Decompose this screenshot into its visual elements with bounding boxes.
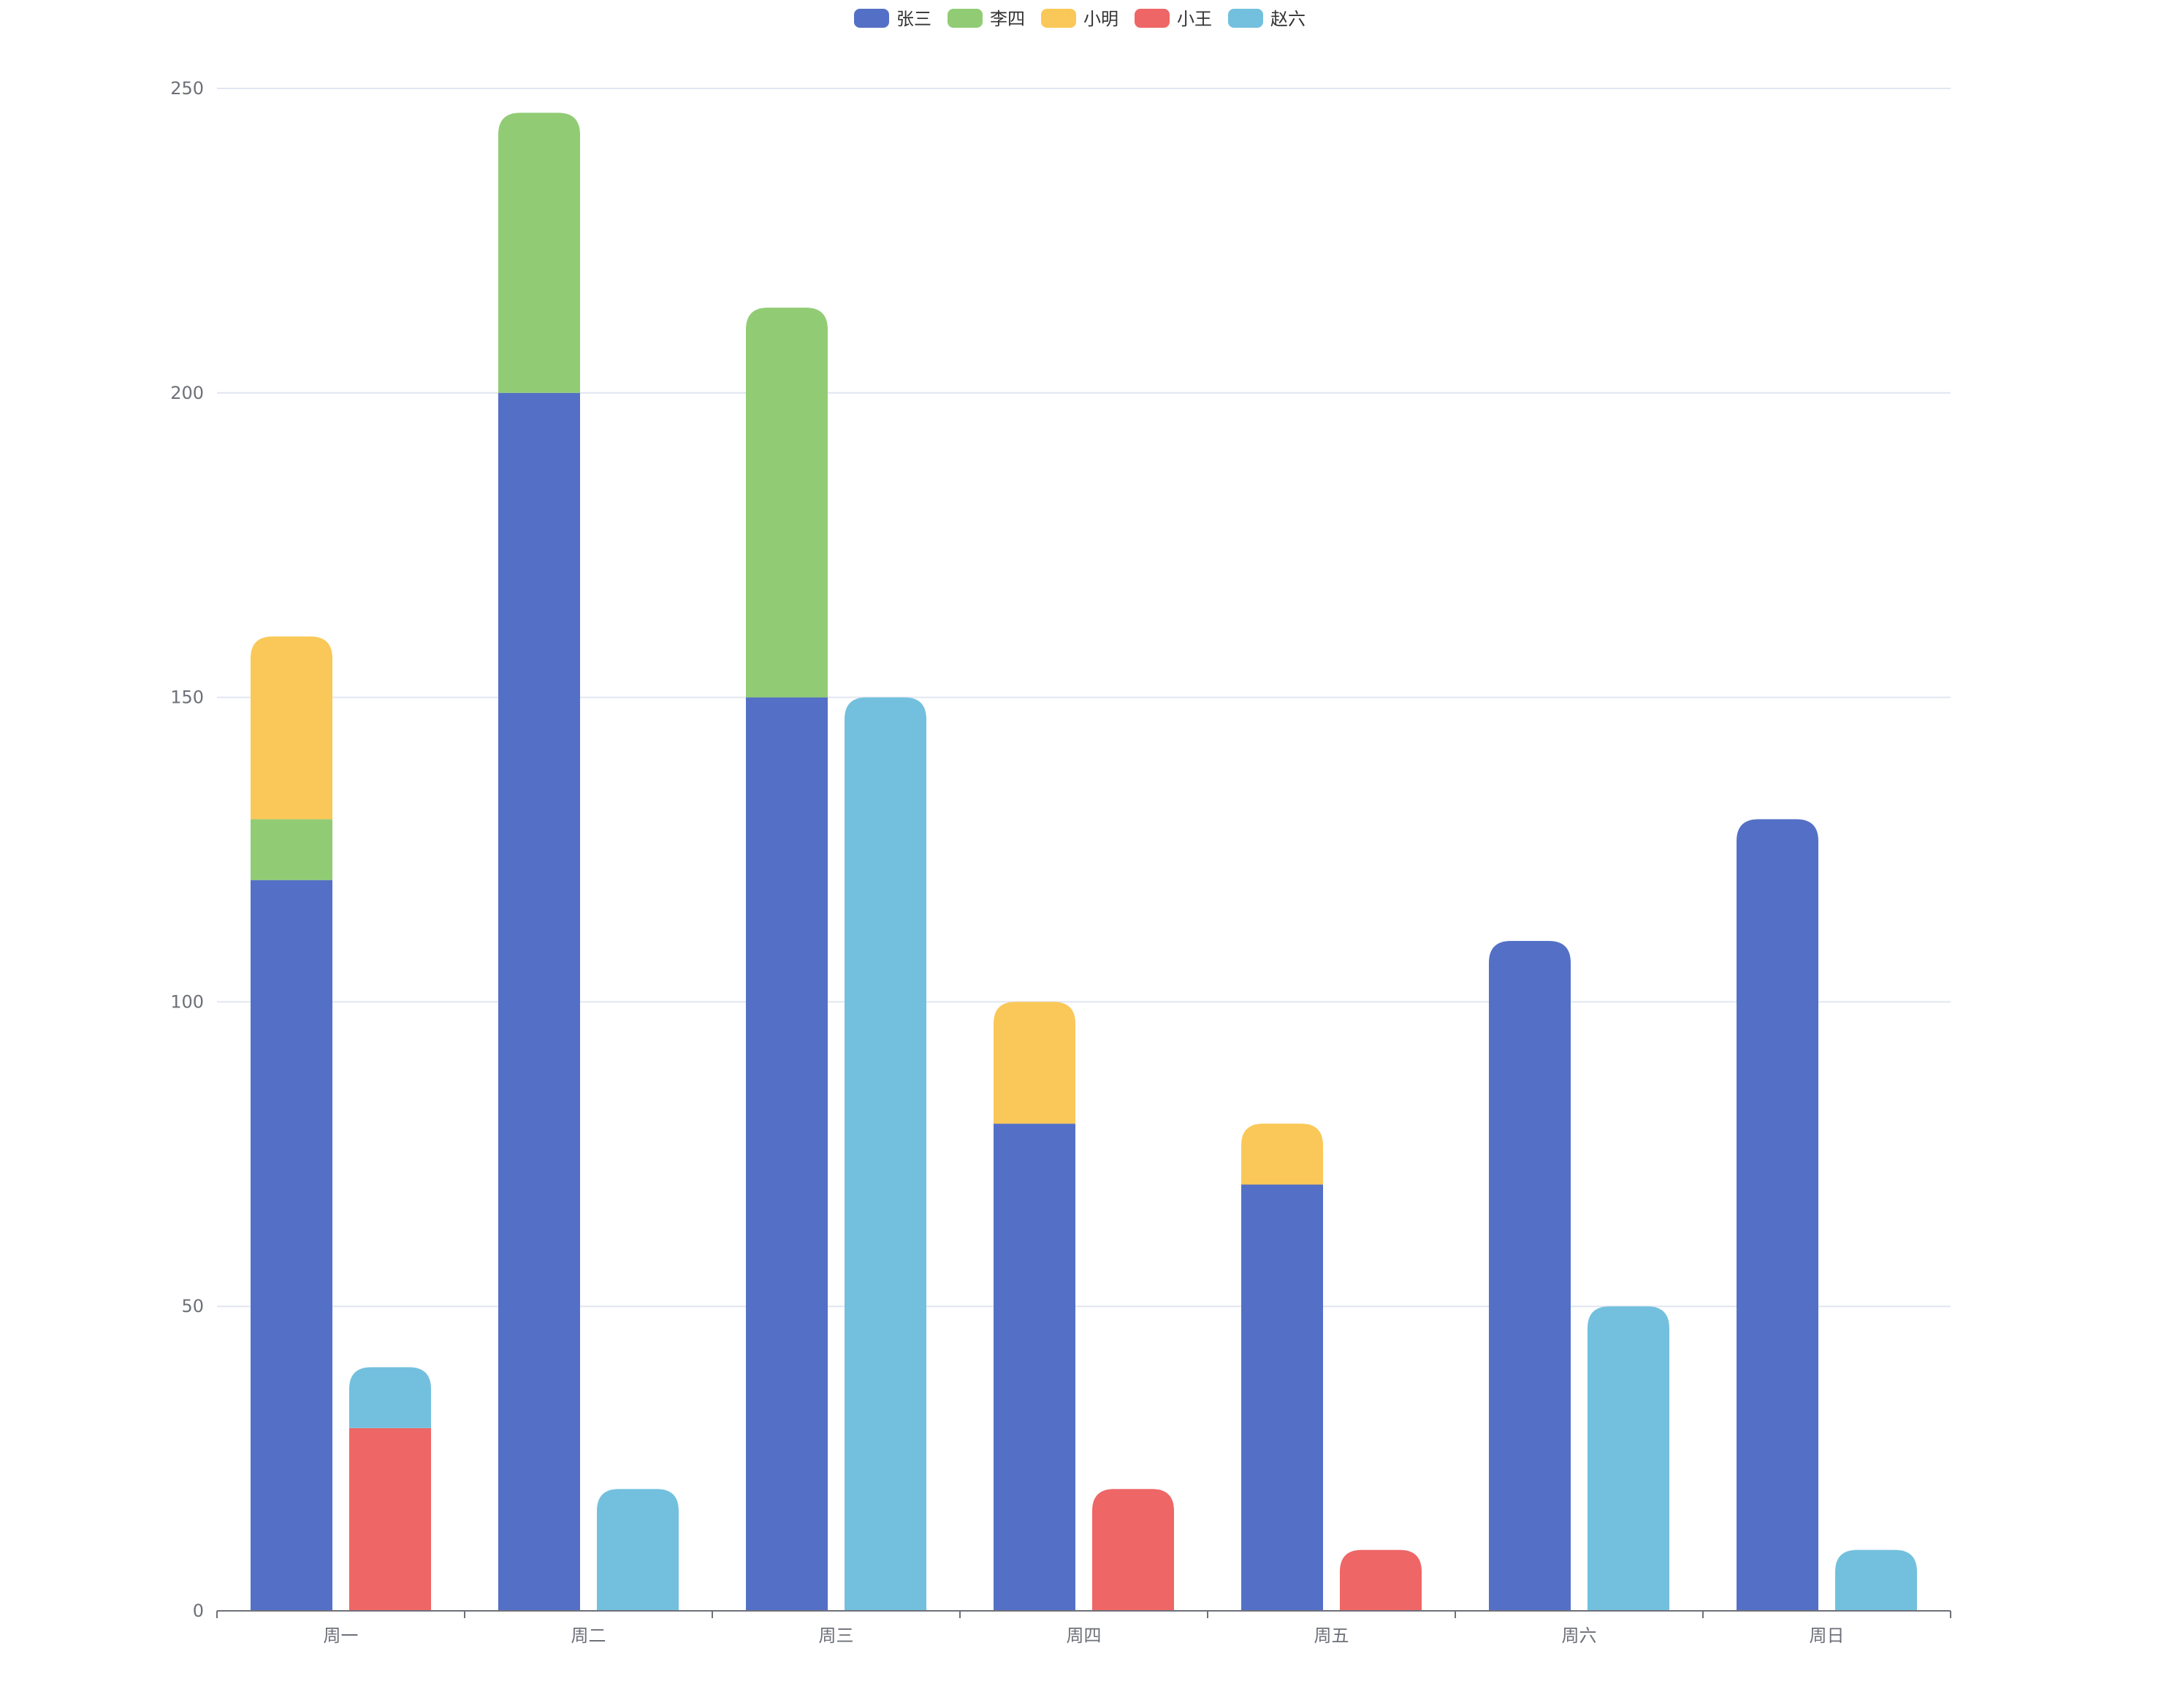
grid-lines <box>217 88 1951 1308</box>
bar-张三-周一[interactable] <box>251 880 332 1611</box>
legend-label-赵六[interactable]: 赵六 <box>1270 9 1306 29</box>
legend[interactable]: 张三 李四 小明 小王 赵六 <box>854 9 1306 29</box>
legend-swatch-赵六[interactable] <box>1228 9 1263 28</box>
bar-赵六-周日[interactable] <box>1835 1549 1917 1611</box>
bar-张三-周二[interactable] <box>498 392 580 1611</box>
bar-小明-周一[interactable] <box>251 636 332 820</box>
bar-张三-周三[interactable] <box>746 697 828 1611</box>
legend-swatch-李四[interactable] <box>948 9 983 28</box>
bar-李四-周二[interactable] <box>498 113 580 393</box>
bar-李四-周三[interactable] <box>746 308 828 698</box>
legend-label-李四[interactable]: 李四 <box>990 9 1025 29</box>
legend-swatch-小明[interactable] <box>1041 9 1076 28</box>
x-tick-label: 周四 <box>1067 1625 1102 1646</box>
x-tick-label: 周日 <box>1810 1625 1845 1646</box>
y-tick-label: 100 <box>170 991 204 1012</box>
axes: 0 50 100 150 200 250 周一 周二 周三 周四 周五 周六 周日 <box>170 78 1951 1646</box>
bar-赵六-周二[interactable] <box>597 1489 679 1611</box>
x-tick-label: 周一 <box>324 1625 359 1646</box>
legend-label-小明[interactable]: 小明 <box>1083 9 1118 29</box>
bar-张三-周六[interactable] <box>1489 941 1571 1611</box>
x-tick-label: 周三 <box>819 1625 854 1646</box>
bar-小明-周五[interactable] <box>1241 1124 1323 1185</box>
bar-小王-周四[interactable] <box>1092 1489 1174 1611</box>
bar-小王-周一[interactable] <box>349 1427 431 1611</box>
bar-张三-周日[interactable] <box>1737 819 1818 1611</box>
bar-小明-周四[interactable] <box>994 1002 1075 1124</box>
bar-张三-周五[interactable] <box>1241 1184 1323 1611</box>
bar-李四-周一[interactable] <box>251 819 332 880</box>
x-tick-label: 周二 <box>571 1625 606 1646</box>
y-tick-label: 150 <box>170 687 204 708</box>
bar-张三-周四[interactable] <box>994 1124 1075 1611</box>
y-tick-label: 50 <box>181 1296 204 1316</box>
bars <box>251 113 1917 1611</box>
legend-swatch-小王[interactable] <box>1135 9 1170 28</box>
bar-赵六-周三[interactable] <box>845 697 926 1611</box>
bar-赵六-周一[interactable] <box>349 1367 431 1428</box>
x-tick-label: 周六 <box>1562 1625 1597 1646</box>
bar-赵六-周六[interactable] <box>1588 1306 1669 1611</box>
y-tick-label: 250 <box>170 78 204 99</box>
legend-label-张三[interactable]: 张三 <box>896 9 931 29</box>
y-tick-label: 0 <box>193 1601 204 1621</box>
y-tick-label: 200 <box>170 383 204 403</box>
legend-label-小王[interactable]: 小王 <box>1177 9 1212 29</box>
bar-小王-周五[interactable] <box>1340 1549 1422 1611</box>
legend-swatch-张三[interactable] <box>854 9 889 28</box>
x-tick-label: 周五 <box>1314 1625 1349 1646</box>
